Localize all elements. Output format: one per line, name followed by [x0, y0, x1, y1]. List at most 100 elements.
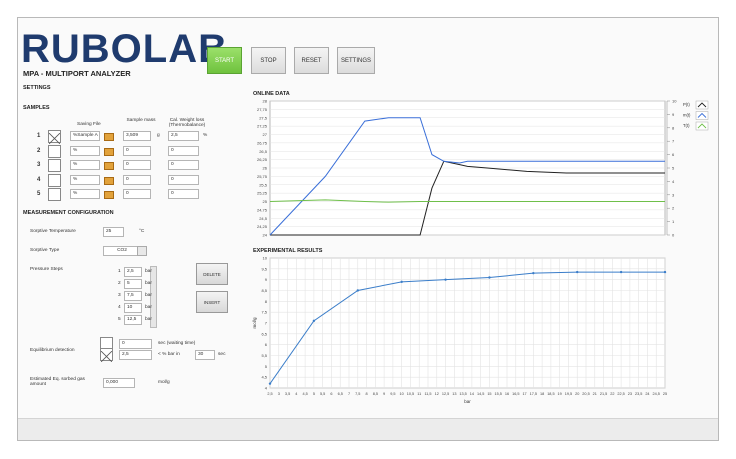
- x-tick-label: 13: [452, 392, 456, 396]
- step-index: 5: [118, 317, 121, 322]
- y2-tick-label: 10: [672, 99, 677, 104]
- checkbox[interactable]: [48, 144, 61, 158]
- check-mark: [100, 350, 113, 363]
- y-tick-label: 25,75: [257, 174, 268, 179]
- x-tick-label: 22,5: [617, 392, 624, 396]
- mass-input[interactable]: 0: [123, 189, 151, 199]
- file-input[interactable]: %: [70, 145, 100, 156]
- app-subtitle: MPA - MULTIPORT ANALYZER: [23, 69, 131, 78]
- checkbox-checked[interactable]: [48, 130, 61, 145]
- stop-button[interactable]: STOP: [251, 47, 286, 74]
- step-input[interactable]: 5: [124, 279, 142, 289]
- y-tick-label: 24,5: [259, 216, 268, 221]
- checkbox[interactable]: [48, 159, 61, 172]
- sorptive-select[interactable]: CO2: [103, 246, 139, 256]
- file-input[interactable]: %Sample A: [70, 131, 100, 141]
- reset-button[interactable]: RESET: [294, 47, 329, 74]
- folder-button[interactable]: [104, 147, 114, 156]
- temperature-input[interactable]: 25: [103, 227, 124, 237]
- folder-button[interactable]: [104, 162, 114, 170]
- data-point: [312, 319, 316, 323]
- checkbox-checked[interactable]: [100, 348, 113, 363]
- loss-input[interactable]: 0: [168, 174, 199, 185]
- start-button[interactable]: START: [207, 47, 242, 74]
- step-index: 1: [118, 269, 121, 274]
- file-input[interactable]: %: [70, 174, 100, 185]
- legend-label: P(t): [683, 102, 690, 107]
- y-tick-label: 24,75: [257, 207, 268, 212]
- y-tick-label: 7: [265, 321, 268, 326]
- unit: mol/g: [158, 380, 170, 385]
- field-label: Estimated Eq. sorbed gas amount: [30, 377, 85, 387]
- x-tick-label: 23,5: [635, 392, 642, 396]
- y2-tick-label: 0: [672, 233, 675, 238]
- y-tick-label: 4,5: [261, 375, 267, 380]
- settings-heading: SETTINGS: [23, 85, 51, 91]
- loss-input[interactable]: 2,5: [168, 131, 199, 141]
- x-tick-label: 19: [558, 392, 562, 396]
- y-tick-label: 8,5: [261, 288, 267, 293]
- unit: bar: [145, 317, 152, 322]
- x-tick-label: 9,5: [390, 392, 395, 396]
- y-tick-label: 28: [263, 99, 268, 104]
- x-tick-label: 11: [417, 392, 421, 396]
- loss-input[interactable]: 0: [168, 145, 199, 156]
- y-tick-label: 27,5: [259, 115, 268, 120]
- x-tick-label: 18,5: [547, 392, 554, 396]
- scrollbar[interactable]: [150, 266, 157, 328]
- delete-button[interactable]: DELETE: [196, 263, 228, 285]
- mass-input[interactable]: 0: [123, 160, 151, 170]
- y-tick-label: 8: [265, 299, 268, 304]
- unit: bar: [145, 281, 152, 286]
- y-tick-label: 26,5: [259, 149, 268, 154]
- column-header: Sample mass: [126, 118, 156, 123]
- percent-input[interactable]: 2,5: [119, 350, 152, 360]
- series-line: [269, 117, 665, 236]
- field-label: Sorptive Type: [30, 248, 60, 253]
- wait-input[interactable]: 0: [119, 339, 152, 349]
- insert-button[interactable]: INSERT: [196, 291, 228, 313]
- file-input[interactable]: %: [70, 189, 100, 199]
- dropdown-arrow[interactable]: [137, 246, 147, 256]
- unit: %: [203, 133, 208, 138]
- folder-button[interactable]: [104, 176, 114, 185]
- time-input[interactable]: 30: [195, 350, 215, 360]
- x-tick-label: 6,5: [338, 392, 343, 396]
- step-input[interactable]: 10: [124, 303, 142, 313]
- y-tick-label: 27,25: [257, 124, 268, 129]
- y2-tick-label: 5: [672, 166, 675, 171]
- row-index: 4: [37, 176, 41, 183]
- step-input[interactable]: 2,5: [124, 267, 142, 277]
- y-tick-label: 4: [265, 386, 268, 391]
- x-tick-label: 16,5: [512, 392, 519, 396]
- mass-input[interactable]: 0: [123, 174, 151, 185]
- data-point: [268, 382, 272, 385]
- mass-input[interactable]: 3,509: [123, 131, 151, 141]
- folder-button[interactable]: [104, 191, 114, 199]
- checkbox[interactable]: [48, 188, 61, 201]
- y-tick-label: 27: [263, 132, 268, 137]
- status-bar: [18, 418, 718, 440]
- y-tick-label: 26,75: [257, 140, 268, 145]
- x-tick-label: 6: [330, 392, 332, 396]
- x-tick-label: 4,5: [302, 392, 307, 396]
- unit: sec (waiting time): [158, 341, 196, 346]
- folder-button[interactable]: [104, 133, 114, 141]
- legend-box: [695, 121, 709, 131]
- file-input[interactable]: %: [70, 160, 100, 170]
- step-input[interactable]: 7,5: [124, 291, 142, 301]
- y-tick-label: 25,25: [257, 191, 268, 196]
- checkbox[interactable]: [48, 173, 61, 187]
- step-input[interactable]: 12,5: [124, 315, 142, 325]
- loss-input[interactable]: 0: [168, 160, 199, 170]
- loss-input[interactable]: 0: [168, 189, 199, 199]
- mass-input[interactable]: 0: [123, 145, 151, 156]
- unit: sec: [218, 352, 226, 357]
- row-index: 3: [37, 162, 41, 168]
- settings-button[interactable]: SETTINGS: [337, 47, 375, 74]
- y-tick-label: 9,5: [261, 266, 267, 271]
- x-tick-label: 2,5: [267, 392, 272, 396]
- y-tick-label: 6: [265, 342, 268, 347]
